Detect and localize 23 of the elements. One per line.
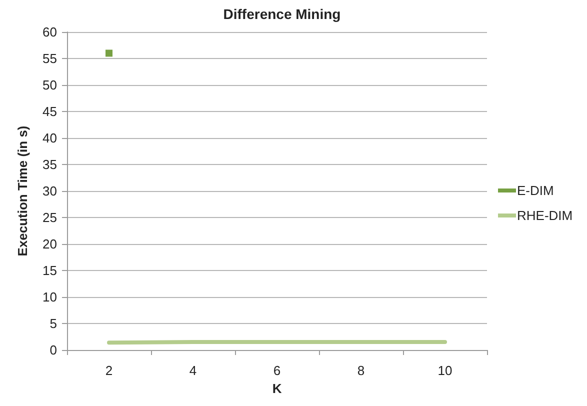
y-tick-label: 50	[42, 78, 57, 92]
y-tick-label: 0	[50, 342, 57, 358]
y-tick-label: 15	[42, 263, 57, 278]
y-tick-label: 5	[50, 316, 57, 331]
y-tick-label: 40	[42, 130, 57, 146]
chart-title: Difference Mining	[223, 6, 341, 22]
legend-label: RHE-DIM	[517, 208, 573, 223]
x-tick-label: 2	[105, 363, 113, 378]
x-tick-label: 10	[438, 363, 452, 378]
y-tick-label: 10	[42, 290, 57, 304]
y-tick-label: 20	[42, 236, 57, 252]
y-tick-label: 55	[42, 51, 57, 66]
y-tick-label: 45	[42, 104, 57, 119]
y-tick-label: 25	[42, 210, 57, 225]
x-tick-label: 6	[273, 363, 281, 378]
x-tick-label: 4	[189, 363, 197, 378]
x-axis-title: K	[272, 381, 282, 396]
x-tick-label: 8	[357, 363, 365, 378]
y-tick-label: 60	[42, 24, 57, 40]
y-tick-label: 30	[42, 184, 57, 198]
legend-label: E-DIM	[517, 183, 554, 198]
y-axis-title: Execution Time (in s)	[15, 126, 30, 256]
y-tick-label: 35	[42, 157, 57, 172]
